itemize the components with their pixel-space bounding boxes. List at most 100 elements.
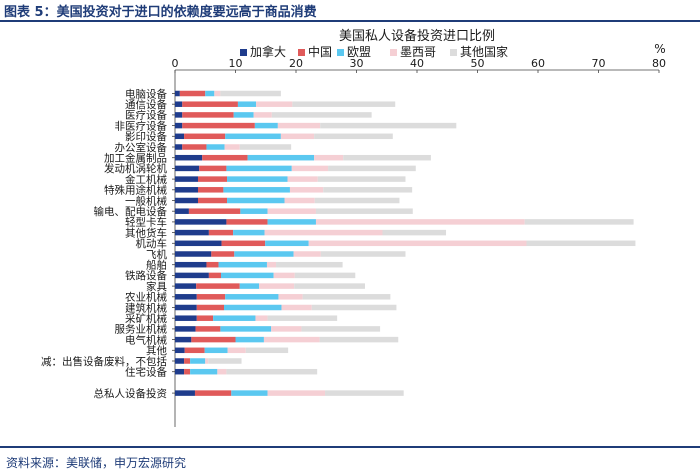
bar-segment xyxy=(208,272,221,279)
bar-segment xyxy=(175,112,183,118)
bar-segment xyxy=(175,251,212,257)
bar-segment xyxy=(315,219,525,225)
legend-swatch xyxy=(337,49,344,56)
bar-segment xyxy=(267,219,316,225)
bar-segment xyxy=(196,294,226,300)
bar-segment xyxy=(276,261,343,268)
bar-segment xyxy=(281,304,312,311)
bar-segment xyxy=(175,176,198,182)
bar-segment xyxy=(301,326,381,332)
bar-segment xyxy=(197,197,228,204)
bar-segment xyxy=(182,122,255,129)
bar-segment xyxy=(302,294,391,300)
category-label: 铁路设备 xyxy=(125,269,167,282)
bar-segment xyxy=(267,390,326,396)
bar-segment xyxy=(271,112,372,118)
bar-segment xyxy=(263,336,320,343)
bar-segment xyxy=(254,122,278,129)
bar-segment xyxy=(220,326,272,332)
bar-segment xyxy=(191,336,236,343)
bar-segment xyxy=(197,176,228,182)
category-label: 建筑机械 xyxy=(125,301,167,314)
bar-segment xyxy=(188,208,241,214)
unit-label: % xyxy=(654,42,665,56)
bar-segment xyxy=(237,101,257,107)
bar-segment xyxy=(175,358,185,364)
bar-segment xyxy=(175,101,183,107)
legend-swatch xyxy=(240,49,247,56)
category-label: 农业机械 xyxy=(125,291,167,304)
category-label: 特殊用途机械 xyxy=(104,184,167,197)
bar-segment xyxy=(226,368,318,375)
bar-segment xyxy=(175,208,189,214)
bar-segment xyxy=(208,358,242,364)
bar-segment xyxy=(319,336,399,343)
bar-segment xyxy=(175,154,203,161)
category-label: 一般机械 xyxy=(125,194,167,207)
bar-segment xyxy=(217,368,227,375)
bar-segment xyxy=(202,154,248,161)
bar-segment xyxy=(197,187,224,193)
legend-label: 加拿大 xyxy=(250,44,286,59)
bar-segment xyxy=(175,304,197,311)
bar-segment xyxy=(182,112,234,118)
bar-segment xyxy=(184,347,205,354)
bar-segment xyxy=(239,283,260,289)
bar-segment xyxy=(175,165,200,172)
bar-segment xyxy=(182,101,238,107)
legend-label: 墨西哥 xyxy=(400,45,436,59)
legend-swatch xyxy=(450,49,457,56)
bar-segment xyxy=(175,336,192,343)
legend-swatch xyxy=(390,49,397,56)
category-label: 家具 xyxy=(146,280,167,293)
chart-legend: 加拿大 中国 欧盟 墨西哥 其他国家 xyxy=(240,44,508,59)
bar-segment xyxy=(175,347,185,354)
bar-segment xyxy=(179,90,206,97)
category-label: 影印设备 xyxy=(125,130,167,143)
bar-segment xyxy=(194,390,232,396)
bar-segment xyxy=(175,261,207,268)
bar-segment xyxy=(213,315,256,321)
bar-segment xyxy=(220,90,281,97)
stacked-bar-chart: 美国私人设备投资进口比例 % 加拿大 中国 欧盟 墨西哥 其他国家 0 10 20 30 40 5… xyxy=(41,28,666,427)
bar-segment xyxy=(320,122,457,129)
x-axis: 0 10 20 30 40 50 60 70 80 xyxy=(172,57,666,427)
category-label: 电气机械 xyxy=(125,333,167,346)
bar-segment xyxy=(196,304,225,311)
bar-segment xyxy=(524,219,634,225)
bar-segment xyxy=(293,251,321,257)
legend-label: 中国 xyxy=(308,44,332,59)
chart-title: 美国私人设备投资进口比例 xyxy=(339,28,495,44)
bar-segment xyxy=(325,390,404,396)
bar-segment xyxy=(175,272,209,279)
bar-segment xyxy=(526,240,636,247)
bar-segment xyxy=(227,347,246,354)
bar-segment xyxy=(233,112,254,118)
bar-segment xyxy=(267,315,338,321)
bar-segment xyxy=(317,176,406,182)
bar-segment xyxy=(271,326,302,332)
bar-segment xyxy=(175,315,197,321)
bar-segment xyxy=(205,358,209,364)
category-label: 服务业机械 xyxy=(115,323,168,336)
bar-segment xyxy=(225,294,279,300)
bars xyxy=(175,90,636,396)
figure-footer: 资料来源：美联储，申万宏源研究 xyxy=(0,446,700,472)
bar-segment xyxy=(220,272,274,279)
bar-segment xyxy=(265,240,309,247)
bar-segment xyxy=(294,272,356,279)
category-label: 总私人设备投资 xyxy=(94,387,168,400)
x-tick-label: 70 xyxy=(592,57,606,70)
bar-segment xyxy=(328,165,416,172)
bar-segment xyxy=(264,229,383,236)
bar-segment xyxy=(225,133,281,140)
bar-segment xyxy=(273,272,295,279)
category-label: 轻型卡车 xyxy=(125,216,167,229)
figure-header: 图表 5：美国投资对于进口的依赖度要远高于商品消费 xyxy=(0,0,700,22)
category-label: 办公室设备 xyxy=(115,141,168,154)
figure-title: 图表 5：美国投资对于进口的依赖度要远高于商品消费 xyxy=(4,5,317,20)
source-note: 资料来源：美联储，申万宏源研究 xyxy=(6,456,187,470)
bar-segment xyxy=(289,187,324,193)
bar-segment xyxy=(175,390,195,396)
bar-segment xyxy=(292,101,396,107)
